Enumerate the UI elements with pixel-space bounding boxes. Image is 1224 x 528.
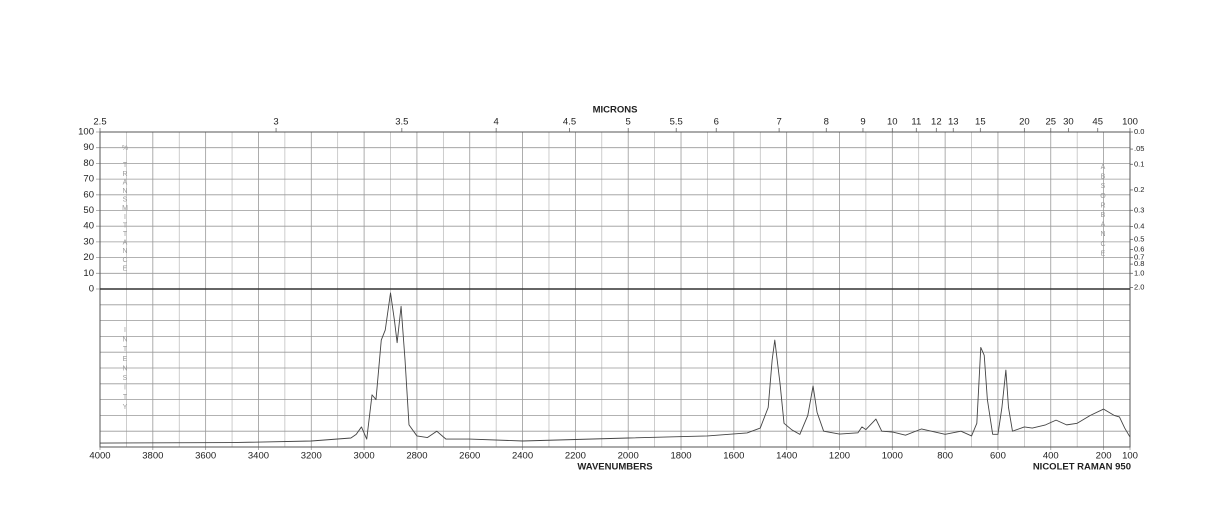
x-tick-label: 3400 — [248, 451, 269, 462]
x2-tick-label: 25 — [1045, 117, 1056, 128]
x-tick-label: 3000 — [354, 451, 375, 462]
y2-tick-label: 0.2 — [1134, 185, 1144, 194]
x2-tick-label: 11 — [911, 117, 921, 128]
x2-tick-label: 30 — [1063, 117, 1074, 128]
y-tick-label: 100 — [78, 127, 94, 138]
x2-tick-label: 12 — [931, 117, 942, 128]
y2-tick-label: 2.0 — [1134, 282, 1144, 291]
y-tick-label: 40 — [83, 221, 94, 232]
x-tick-label: 1800 — [670, 451, 691, 462]
x2-tick-label: 6 — [714, 117, 719, 128]
instrument-label: NICOLET RAMAN 950 — [1033, 462, 1131, 473]
y-tick-label: 70 — [83, 174, 94, 185]
y-tick-label: 50 — [83, 205, 94, 216]
wavenumbers-label: WAVENUMBERS — [577, 462, 652, 473]
y2-tick-label: 0.1 — [1134, 159, 1144, 168]
x2-tick-label: 10 — [887, 117, 898, 128]
x-tick-label: 100 — [1122, 451, 1138, 462]
y-tick-label: 10 — [83, 268, 94, 279]
x-tick-label: 1200 — [829, 451, 850, 462]
x2-tick-label: 8 — [824, 117, 829, 128]
y2-tick-label: 0.8 — [1134, 259, 1144, 268]
y2-tick-label: 0.6 — [1134, 245, 1144, 254]
x-tick-label: 600 — [990, 451, 1006, 462]
y-tick-label: 30 — [83, 236, 94, 247]
x-tick-label: 1600 — [723, 451, 744, 462]
x2-tick-label: 3 — [273, 117, 278, 128]
y2-tick-label: .05 — [1134, 144, 1144, 153]
x-tick-label: 2000 — [618, 451, 639, 462]
x-tick-label: 3800 — [142, 451, 163, 462]
x-tick-label: 1400 — [776, 451, 797, 462]
x2-tick-label: 9 — [860, 117, 865, 128]
y-tick-label: 80 — [83, 158, 94, 169]
y2-tick-label: 0.7 — [1134, 253, 1144, 262]
y-tick-label: 90 — [83, 142, 94, 153]
y-tick-label: 60 — [83, 189, 94, 200]
y-tick-label: 20 — [83, 252, 94, 263]
x-tick-label: 2800 — [406, 451, 427, 462]
x2-tick-label: 20 — [1019, 117, 1030, 128]
x2-tick-label: 100 — [1122, 117, 1138, 128]
y2-tick-label: 1.0 — [1134, 268, 1144, 277]
y-tick-label: 0 — [89, 284, 94, 295]
x2-tick-label: 4.5 — [563, 117, 576, 128]
x-tick-label: 3600 — [195, 451, 216, 462]
x-tick-label: 3200 — [301, 451, 322, 462]
x2-tick-label: 5 — [626, 117, 631, 128]
x2-tick-label: 5.5 — [670, 117, 683, 128]
x-tick-label: 2200 — [565, 451, 586, 462]
x-tick-label: 2400 — [512, 451, 533, 462]
x2-tick-label: 45 — [1092, 117, 1103, 128]
x-tick-label: 4000 — [89, 451, 110, 462]
x-tick-label: 400 — [1043, 451, 1059, 462]
y2-tick-label: 0.4 — [1134, 221, 1144, 230]
x-tick-label: 200 — [1096, 451, 1112, 462]
x2-tick-label: 7 — [776, 117, 781, 128]
x2-tick-label: 2.5 — [93, 117, 106, 128]
y2-tick-label: 0.0 — [1134, 127, 1144, 136]
x2-tick-label: 15 — [975, 117, 986, 128]
x2-tick-label: 3.5 — [395, 117, 408, 128]
x-tick-label: 2600 — [459, 451, 480, 462]
x2-tick-label: 13 — [948, 117, 959, 128]
x2-tick-label: 4 — [494, 117, 499, 128]
x-tick-label: 1000 — [882, 451, 903, 462]
microns-label: MICRONS — [593, 105, 638, 116]
spectrum-line — [99, 292, 1131, 444]
y2-tick-label: 0.5 — [1134, 234, 1144, 243]
y2-tick-label: 0.3 — [1134, 205, 1144, 214]
x-tick-label: 800 — [937, 451, 953, 462]
